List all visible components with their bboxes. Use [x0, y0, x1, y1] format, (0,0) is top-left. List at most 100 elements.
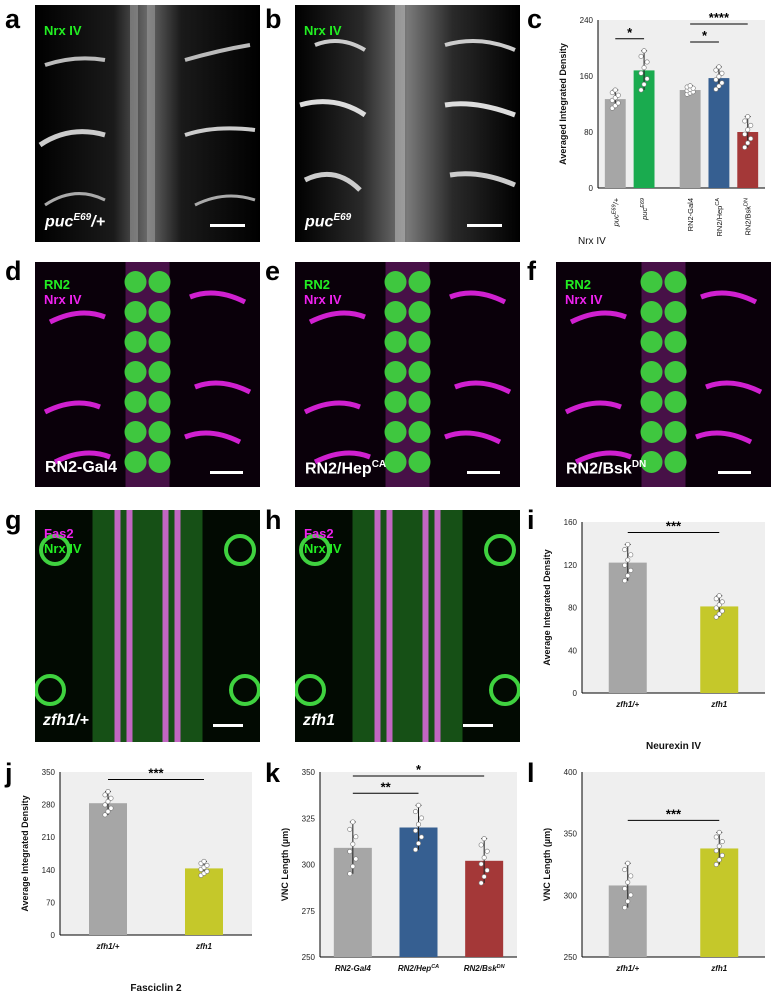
bar — [604, 99, 626, 188]
data-point — [615, 100, 621, 106]
data-point — [478, 880, 484, 886]
genotype-tail: /+ — [91, 213, 106, 231]
data-point — [481, 855, 487, 861]
y-tick-label: 350 — [302, 768, 316, 777]
data-point — [347, 849, 353, 855]
micrograph-f-image — [556, 262, 771, 487]
y-tick-label: 0 — [589, 184, 594, 193]
y-tick-label: 400 — [564, 768, 578, 777]
micrograph-d: RN2 Nrx IV RN2-Gal4 — [35, 262, 260, 487]
y-tick-label: 160 — [580, 72, 594, 81]
data-point — [641, 48, 647, 54]
data-point — [625, 557, 631, 563]
y-tick-label: 160 — [564, 518, 578, 527]
y-axis-label: Average Integrated Density — [542, 549, 552, 665]
bar — [185, 868, 223, 935]
panel-letter-l: l — [527, 758, 535, 788]
data-point — [350, 863, 356, 869]
micrograph-d-channel-rn2: RN2 — [44, 277, 71, 292]
scale-bar — [463, 724, 493, 727]
panel-letter-k: k — [265, 758, 281, 788]
panel-letter-d: d — [5, 256, 22, 286]
micrograph-e-channel-nrxiv: Nrx IV — [304, 292, 342, 307]
micrograph-h-channel-fas2: Fas2 — [304, 526, 334, 541]
data-point — [416, 821, 422, 827]
data-point — [416, 802, 422, 808]
data-point — [622, 867, 628, 873]
data-point — [716, 74, 722, 80]
x-tick-label: RN2-Gal4 — [335, 964, 372, 973]
panel-letter-j: j — [5, 758, 13, 788]
y-tick-label: 250 — [564, 953, 578, 962]
data-point — [742, 118, 748, 124]
micrograph-g: Fas2 Nrx IV zfh1/+ — [35, 510, 260, 742]
data-point — [481, 836, 487, 842]
micrograph-h: Fas2 Nrx IV zfh1 — [295, 510, 520, 742]
y-tick-label: 120 — [564, 561, 578, 570]
micrograph-d-channel-nrxiv: Nrx IV — [44, 292, 82, 307]
genotype-sup: E69 — [73, 212, 92, 223]
data-point — [644, 76, 650, 82]
y-tick-label: 210 — [42, 833, 56, 842]
x-tick-label: RN2/HepCA — [398, 964, 439, 973]
data-point — [350, 841, 356, 847]
x-axis-label: Nrx IV — [578, 236, 606, 247]
data-point — [716, 611, 722, 617]
micrograph-g-image — [35, 510, 260, 742]
y-tick-label: 275 — [302, 907, 316, 916]
micrograph-g-genotype: zfh1/+ — [43, 712, 89, 730]
data-point — [478, 861, 484, 867]
data-point — [628, 552, 634, 558]
micrograph-d-genotype: RN2-Gal4 — [45, 459, 117, 477]
panel-letter-e: e — [265, 256, 281, 286]
data-point — [108, 805, 114, 811]
bar — [89, 803, 127, 935]
x-tick-label: RN2-Gal4 — [686, 198, 695, 231]
data-point — [625, 541, 631, 547]
significance-label: * — [416, 762, 422, 777]
bar-chart-l: 250 300 350 400 VNC Length (µm) zfh1/+ zfh1 *** — [542, 768, 765, 973]
data-point — [204, 868, 210, 874]
micrograph-f-channel-rn2: RN2 — [565, 277, 592, 292]
data-point — [719, 599, 725, 605]
genotype-base: puc — [305, 213, 334, 231]
data-point — [416, 840, 422, 846]
micrograph-b-genotype: pucE69 — [305, 212, 351, 231]
data-point — [353, 834, 359, 840]
data-point — [748, 136, 754, 142]
x-tick-label: RN2/BskDN — [464, 964, 506, 973]
data-point — [687, 83, 693, 89]
x-tick-label: zfh1 — [710, 700, 728, 709]
data-point — [615, 92, 621, 98]
x-tick-label: RN2/HepCA — [715, 198, 724, 237]
data-point — [713, 86, 719, 92]
y-tick-label: 80 — [584, 128, 593, 137]
panel-letter-b: b — [265, 4, 282, 34]
data-point — [745, 114, 751, 120]
data-point — [413, 809, 419, 815]
significance-label: *** — [666, 518, 682, 533]
y-axis-label: Averaged Integrated Density — [558, 43, 568, 165]
y-axis-label: VNC Length (µm) — [542, 828, 552, 901]
data-point — [625, 573, 631, 579]
micrograph-h-channel-nrxiv: Nrx IV — [304, 541, 342, 556]
data-point — [719, 80, 725, 86]
scale-bar — [213, 724, 243, 727]
genotype-base: RN2/Hep — [305, 460, 372, 478]
x-tick-label: zfh1/+ — [96, 942, 120, 951]
panel-letter-a: a — [5, 4, 21, 34]
data-point — [713, 77, 719, 83]
data-point — [478, 842, 484, 848]
data-point — [719, 70, 725, 76]
significance-label: ** — [381, 779, 392, 794]
data-point — [716, 829, 722, 835]
data-point — [353, 856, 359, 862]
micrograph-f-channel-nrxiv: Nrx IV — [565, 292, 603, 307]
y-tick-label: 0 — [573, 689, 578, 698]
x-tick-label: RN2/BskDN — [744, 198, 753, 236]
y-axis-label: Average Integrated Density — [20, 795, 30, 911]
micrograph-b: Nrx IV pucE69 — [295, 5, 520, 242]
data-point — [347, 871, 353, 877]
micrograph-d-image — [35, 262, 260, 487]
data-point — [102, 792, 108, 798]
